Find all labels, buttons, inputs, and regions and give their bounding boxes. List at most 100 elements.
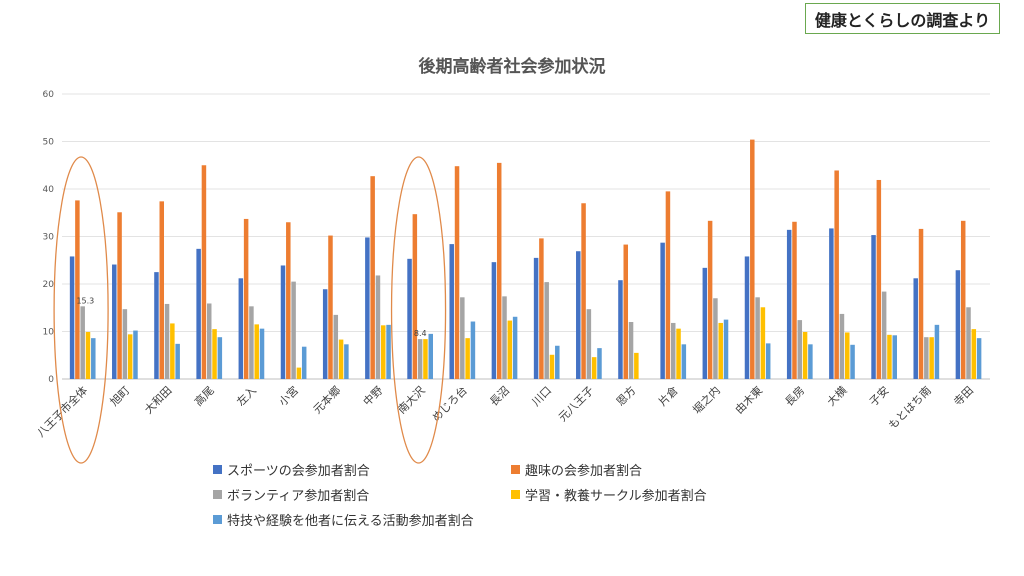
bar xyxy=(581,203,586,379)
bar xyxy=(449,244,454,379)
data-label: 15.3 xyxy=(76,296,94,305)
bar xyxy=(786,229,792,379)
bar xyxy=(750,139,755,379)
bar xyxy=(328,235,333,379)
bar xyxy=(802,331,808,379)
bar xyxy=(966,307,971,379)
x-tick-label: 旭町 xyxy=(107,383,132,408)
legend-item-skill-sharing: 特技や経験を他者に伝える活動参加者割合 xyxy=(213,510,474,529)
legend-item-study: 学習・教養サークル参加者割合 xyxy=(511,485,707,504)
highlight-ellipse xyxy=(53,156,109,464)
bar xyxy=(91,338,96,379)
source-label: 健康とくらしの調査より xyxy=(805,3,1000,34)
bar xyxy=(808,344,813,379)
bar xyxy=(702,267,708,379)
bar xyxy=(755,297,760,379)
bar xyxy=(254,324,259,379)
bar xyxy=(417,339,423,379)
y-tick-label: 0 xyxy=(48,375,54,385)
y-tick-label: 60 xyxy=(43,90,55,100)
bar xyxy=(628,322,634,379)
legend-item-sports: スポーツの会参加者割合 xyxy=(213,460,370,479)
bar xyxy=(681,344,687,379)
x-tick-label: 八王子市全体 xyxy=(34,383,91,440)
bar xyxy=(871,235,876,379)
legend-label: 趣味の会参加者割合 xyxy=(525,464,643,479)
bar xyxy=(154,272,159,379)
legend-label: スポーツの会参加者割合 xyxy=(227,464,370,479)
bar xyxy=(296,367,302,379)
bar xyxy=(122,309,128,379)
x-tick-label: もとはち南 xyxy=(886,384,934,432)
bar xyxy=(555,345,560,379)
bar xyxy=(170,323,175,379)
legend-item-hobby: 趣味の会参加者割合 xyxy=(511,460,642,479)
bar xyxy=(365,237,370,379)
bar xyxy=(85,331,91,379)
x-tick-label: 南大沢 xyxy=(394,383,427,416)
y-tick-label: 20 xyxy=(43,280,55,290)
bar xyxy=(249,306,254,379)
bar xyxy=(470,321,476,379)
bar xyxy=(407,258,412,379)
bar xyxy=(259,328,265,379)
bar xyxy=(112,264,117,379)
bar xyxy=(423,339,428,379)
x-tick-label: 恩方 xyxy=(613,383,638,408)
bar xyxy=(760,307,766,379)
x-tick-label: 川口 xyxy=(529,384,554,409)
bar xyxy=(375,275,381,379)
bar xyxy=(496,162,502,379)
bar xyxy=(839,313,845,379)
y-tick-label: 30 xyxy=(43,233,55,243)
bar xyxy=(117,212,122,379)
bar xyxy=(850,344,855,379)
bar xyxy=(133,330,138,379)
x-tick-label: 堀之内 xyxy=(690,383,723,416)
bar xyxy=(460,297,465,379)
bar xyxy=(723,319,729,379)
x-tick-label: 元本郷 xyxy=(310,383,343,416)
bar xyxy=(660,242,665,379)
legend-label: 学習・教養サークル参加者割合 xyxy=(525,489,707,504)
bar xyxy=(344,344,349,379)
bar xyxy=(913,278,918,379)
bar xyxy=(412,214,418,379)
bar xyxy=(539,238,544,379)
data-label: 8.4 xyxy=(414,329,427,338)
bar xyxy=(623,244,629,379)
bar xyxy=(370,176,375,379)
bar xyxy=(718,322,723,379)
legend-swatch xyxy=(511,490,520,499)
bar xyxy=(887,334,892,379)
x-tick-label: 長沼 xyxy=(487,383,512,408)
y-tick-label: 50 xyxy=(43,138,55,148)
bar xyxy=(976,338,982,379)
x-tick-label: めじろ台 xyxy=(429,383,470,424)
x-tick-label: 高尾 xyxy=(191,383,216,408)
legend-swatch xyxy=(213,490,222,499)
x-tick-label: 長房 xyxy=(783,384,808,409)
chart-title: 後期高齢者社会参加状況 xyxy=(418,57,606,77)
bar xyxy=(955,270,961,379)
bar xyxy=(212,329,217,379)
bar xyxy=(892,335,897,379)
bar xyxy=(286,222,291,379)
bar xyxy=(69,256,75,379)
bar xyxy=(597,348,602,379)
bar xyxy=(201,165,207,379)
highlight-ellipse xyxy=(390,156,447,464)
legend-swatch xyxy=(213,465,222,474)
x-tick-label: 中野 xyxy=(361,384,386,409)
legend-swatch xyxy=(511,465,520,474)
bar xyxy=(792,221,797,379)
legend-item-volunteer: ボランティア参加者割合 xyxy=(213,485,369,504)
bar xyxy=(960,220,966,379)
bar xyxy=(386,324,391,379)
bar xyxy=(127,334,133,379)
bar xyxy=(243,218,249,379)
bar xyxy=(829,228,834,379)
bar xyxy=(338,339,344,379)
bar xyxy=(301,346,307,379)
